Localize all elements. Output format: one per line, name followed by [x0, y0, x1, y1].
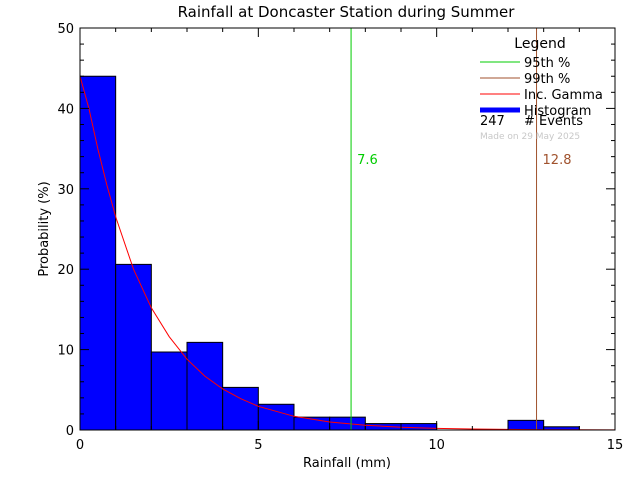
legend-label-0: 95th %: [524, 56, 570, 71]
histogram-bar-3: [186, 341, 224, 431]
x-tick-label: 5: [254, 438, 262, 453]
y-axis-label: Probability (%): [37, 181, 52, 276]
histogram-bars: [79, 75, 580, 431]
y-tick-label: 10: [57, 344, 74, 359]
histogram-bar-2: [150, 351, 188, 431]
y-tick-label: 30: [57, 183, 74, 198]
histogram-bar-1: [115, 263, 152, 431]
percentile-markers: 7.6 12.8: [350, 28, 572, 430]
legend-events-label: # Events: [524, 114, 583, 129]
histogram-bar-12: [507, 419, 545, 431]
legend-label-1: 99th %: [524, 72, 570, 87]
x-axis-ticks: 0 5 10 15: [76, 28, 623, 453]
x-tick-label: 15: [607, 438, 624, 453]
legend-events-count: 247: [480, 114, 505, 129]
legend-label-2: Inc. Gamma: [524, 88, 603, 103]
y-tick-label: 0: [66, 424, 74, 439]
gamma-curve: [79, 76, 616, 431]
gamma-curve-group: [79, 76, 616, 431]
marker-label-1: 12.8: [543, 153, 572, 168]
x-axis-label: Rainfall (mm): [303, 456, 391, 471]
histogram-bar-4: [222, 386, 259, 431]
marker-label-0: 7.6: [357, 153, 378, 168]
legend-label-3: Histogram: [524, 104, 591, 119]
x-tick-label: 0: [76, 438, 84, 453]
legend-title: Legend: [514, 36, 565, 52]
plot-frame: [79, 27, 616, 431]
chart-title: Rainfall at Doncaster Station during Sum…: [178, 3, 516, 21]
y-tick-label: 20: [57, 263, 74, 278]
histogram-bar-0: [79, 75, 117, 431]
histogram-bar-9: [400, 423, 438, 431]
y-tick-label: 40: [57, 102, 74, 117]
x-tick-label: 10: [428, 438, 445, 453]
y-axis-ticks: 0 10 20 30 40 50: [57, 22, 615, 439]
y-tick-label: 50: [57, 22, 74, 37]
legend-made-on: Made on 29 May 2025: [480, 132, 580, 142]
